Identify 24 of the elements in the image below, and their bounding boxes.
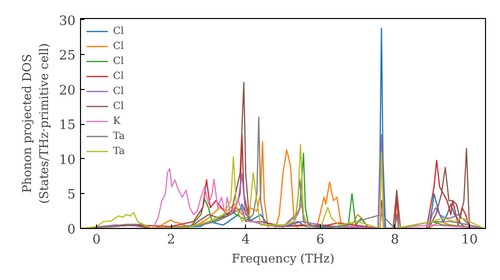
x-axis-title: Frequency (THz): [232, 252, 334, 266]
y-tick-label: 15: [58, 118, 76, 134]
x-tick-label: 6: [316, 232, 324, 248]
legend-label: Cl: [113, 40, 125, 53]
x-tick-label: 2: [166, 232, 176, 248]
legend-label: Cl: [113, 24, 125, 38]
y-tick-label: 5: [67, 188, 76, 203]
legend-label: Ta: [113, 130, 126, 143]
legend-label: Ta: [113, 144, 126, 158]
legend-label: Cl: [113, 70, 125, 83]
legend-label: Cl: [113, 100, 125, 113]
y-tick-label: 30: [58, 14, 76, 29]
legend-label: Cl: [113, 84, 125, 98]
y-tick-label: 25: [58, 48, 76, 64]
legend-label: Cl: [113, 54, 125, 68]
y-axis-title: Phonon projected DOS (States/THz·primitive cell): [20, 43, 51, 204]
y-tick-label: 10: [58, 152, 76, 168]
y-tick-label: 20: [58, 83, 76, 98]
x-tick-label: 0: [92, 232, 101, 248]
legend-label: K: [113, 114, 122, 128]
x-tick-label: 10: [461, 232, 478, 248]
x-tick-label: 8: [390, 232, 400, 248]
x-tick-label: 4: [242, 232, 250, 248]
y-tick-label: 0: [67, 222, 76, 238]
